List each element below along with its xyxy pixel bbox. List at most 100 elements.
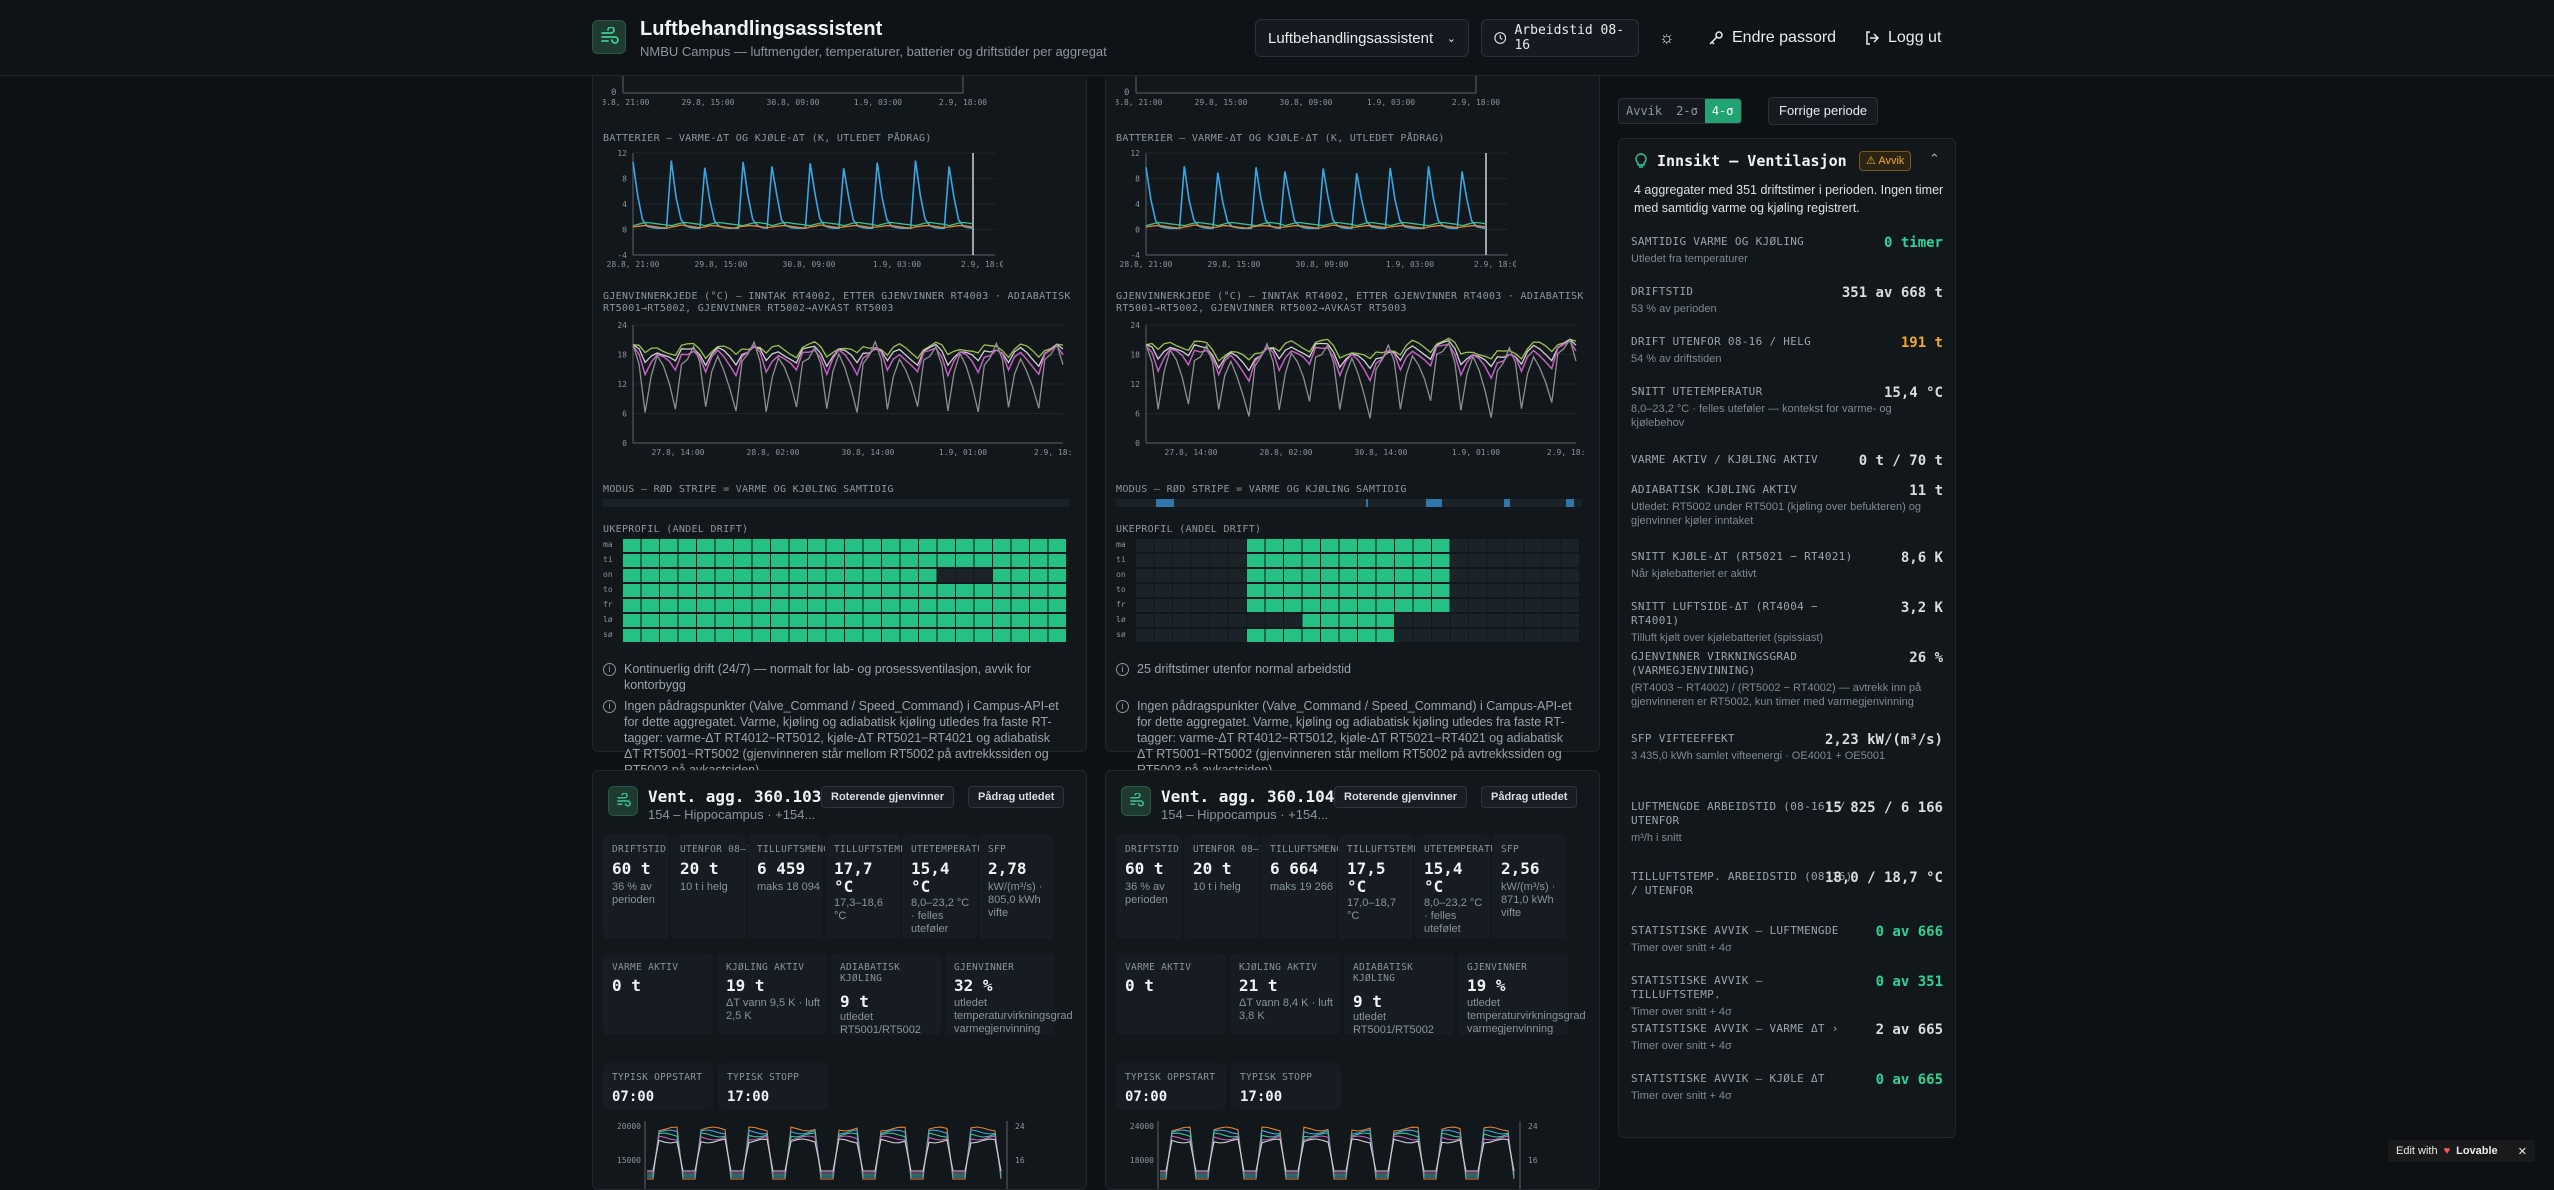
weekly-heatmap: ma ti on to fr lø sø xyxy=(1116,539,1579,642)
heatmap-cell xyxy=(845,584,863,597)
kpi-tile: VARME AKTIV 0 t xyxy=(603,953,713,1035)
lightbulb-icon xyxy=(1635,153,1647,168)
rec-series-a xyxy=(1145,338,1577,372)
heatmap-cell xyxy=(752,569,770,582)
heatmap-cell xyxy=(1561,569,1579,582)
insight-row-note: m³/h i snitt xyxy=(1631,832,1682,844)
kpi-note: 10 t i helg xyxy=(1193,881,1241,893)
worktime-label: Arbeidstid 08-16 xyxy=(1514,23,1625,53)
kpi-value: 15,4 °C xyxy=(911,859,950,896)
x-tick-label: 29.8, 15:00 xyxy=(695,260,748,269)
heatmap-cell xyxy=(789,629,807,642)
logout-label: Logg ut xyxy=(1888,29,1942,46)
previous-period-button[interactable]: Forrige periode xyxy=(1768,97,1879,125)
y-tick-label: 16 xyxy=(1015,1156,1025,1165)
kpi-tile: UTETEMPERATUR 15,4 °C 8,0–23,2 °C · felles… xyxy=(1415,835,1502,939)
heatmap-cell xyxy=(660,539,678,552)
worktime-button[interactable]: Arbeidstid 08-16 xyxy=(1481,19,1639,57)
info-note-text: Ingen pådragspunkter (Valve_Command / Sp… xyxy=(624,699,1059,777)
info-icon: i xyxy=(603,663,616,676)
insight-row-label: SAMTIDIG VARME OG KJØLING xyxy=(1631,235,1805,248)
heat-dt-line xyxy=(1145,166,1487,230)
insight-row-label: ADIABATISK KJØLING AKTIV xyxy=(1631,483,1798,496)
assistant-selector[interactable]: Luftbehandlingsassistent ⌄ xyxy=(1255,19,1469,57)
heatmap-cell xyxy=(826,599,844,612)
heatmap-cell xyxy=(734,554,752,567)
kpi-value: 9 t xyxy=(1353,992,1382,1011)
heatmap-cell xyxy=(1048,569,1066,582)
heatmap-cell xyxy=(919,614,937,627)
heatmap-cell xyxy=(641,569,659,582)
kpi-value: 6 664 xyxy=(1270,859,1319,878)
heatmap-cell xyxy=(623,569,641,582)
close-icon[interactable]: ✕ xyxy=(2517,1145,2527,1158)
insight-row-note: Utledet fra temperaturer xyxy=(1631,253,1748,265)
heatmap-cell xyxy=(789,614,807,627)
theme-toggle[interactable]: ☼ xyxy=(1659,19,1675,57)
kpi-note: 36 % av perioden xyxy=(1125,881,1168,906)
heatmap-cell xyxy=(1284,584,1302,597)
logout-button[interactable]: Logg ut xyxy=(1864,19,1941,57)
insight-row-value: 3,2 K xyxy=(1900,600,1943,616)
heatmap-cell xyxy=(1413,614,1431,627)
heatmap-cell xyxy=(1469,539,1487,552)
typical-stop-value: 17:00 xyxy=(1240,1089,1283,1105)
seg-deviation[interactable]: Avvik xyxy=(1626,104,1663,118)
heatmap-cell xyxy=(993,539,1011,552)
seg-2-sigma[interactable]: 2-σ xyxy=(1676,104,1698,118)
chevron-down-icon: ⌄ xyxy=(1446,32,1456,45)
heatmap-cell xyxy=(956,569,974,582)
seg-4-sigma[interactable]: 4-σ xyxy=(1704,99,1741,123)
heatmap-cell xyxy=(771,539,789,552)
fan-icon xyxy=(601,27,619,44)
logout-icon xyxy=(1866,31,1880,45)
heatmap-cell xyxy=(1524,554,1542,567)
x-tick-label: 28.8, 21:00 xyxy=(603,98,650,107)
heatmap-cell xyxy=(1210,599,1228,612)
x-tick-label: 28.8, 21:00 xyxy=(1116,98,1163,107)
heatmap-cell xyxy=(1011,554,1029,567)
heatmap-cell xyxy=(623,614,641,627)
heatmap-cell xyxy=(697,599,715,612)
heatmap-cell xyxy=(1173,569,1191,582)
warning-icon: ⚠ xyxy=(1866,155,1879,167)
x-tick-label: 1.9, 03:00 xyxy=(873,260,921,269)
kpi-value: 60 t xyxy=(612,859,651,878)
x-tick-label: 1.9, 03:00 xyxy=(1386,260,1434,269)
heatmap-cell xyxy=(1173,539,1191,552)
sigma-segment[interactable]: Avvik 2-σ 4-σ xyxy=(1618,98,1742,124)
heatmap-cell xyxy=(1265,614,1283,627)
heatmap-cell xyxy=(1228,614,1246,627)
x-tick-label: 30.8, 09:00 xyxy=(1296,260,1349,269)
heatmap-cell xyxy=(678,629,696,642)
heatmap-cell xyxy=(808,554,826,567)
insight-row-label: STATISTISKE AVVIK — KJØLE ΔT xyxy=(1631,1072,1825,1085)
mode-segment xyxy=(1156,499,1174,507)
kpi-label: UTETEMPERATUR xyxy=(911,844,990,855)
y-tick-label: 8 xyxy=(1135,175,1140,184)
flow-series xyxy=(647,1138,1002,1172)
x-tick-label: 29.8, 15:00 xyxy=(1195,98,1248,107)
lovable-badge[interactable]: Edit with ♥ Lovable ✕ xyxy=(2388,1140,2535,1162)
x-tick-label: 2.9, 18:00 xyxy=(1034,448,1073,457)
day-label: lø xyxy=(603,615,613,624)
heatmap-cell xyxy=(1487,569,1505,582)
heatmap-cell xyxy=(1030,539,1048,552)
day-label: ma xyxy=(603,540,613,549)
clock-icon xyxy=(1494,32,1507,44)
insight-row: DRIFT UTENFOR 08-16 / HELG 191 t 54 % av d… xyxy=(1631,335,1943,366)
insight-row: SNITT UTETEMPERATUR 15,4 °C 8,0–23,2 °C · … xyxy=(1631,385,1943,430)
heatmap-cell xyxy=(715,599,733,612)
heat-dt-line xyxy=(632,160,974,230)
heatmap-cell xyxy=(882,629,900,642)
kpi-value: 60 t xyxy=(1125,859,1164,878)
collapse-chevron-icon[interactable]: ⌃ xyxy=(1929,151,1940,166)
battery-chart-title: BATTERIER — VARME-ΔT OG KJØLE-ΔT (K, UTL… xyxy=(603,133,932,144)
heatmap-cell xyxy=(1030,569,1048,582)
heatmap-cell xyxy=(1154,584,1172,597)
heatmap-cell xyxy=(1136,584,1154,597)
heatmap-cell xyxy=(1524,569,1542,582)
change-password-button[interactable]: Endre passord xyxy=(1708,19,1836,57)
